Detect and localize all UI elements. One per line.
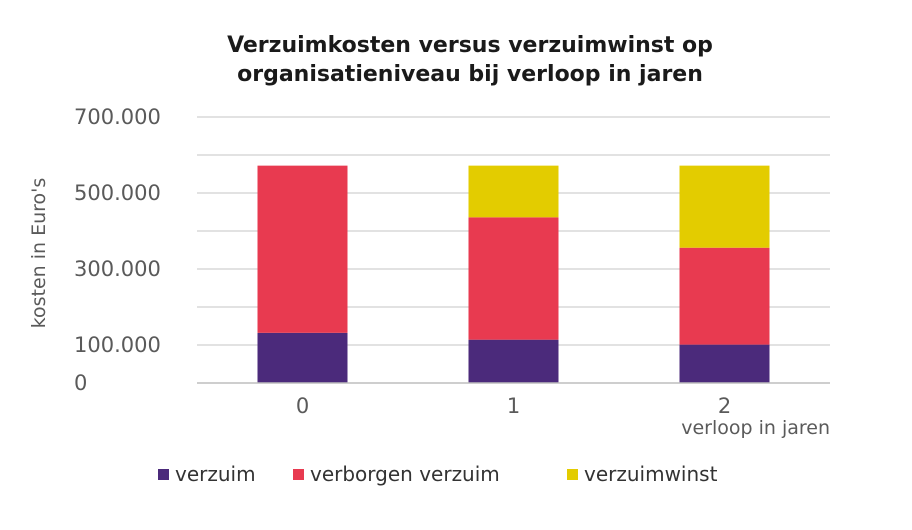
bar-segment — [257, 165, 348, 333]
bar-segment — [468, 339, 559, 383]
bar-segment — [679, 247, 770, 345]
bars — [257, 165, 770, 383]
legend-swatch — [158, 469, 169, 480]
chart-title-line-1: Verzuimkosten versus verzuimwinst op — [227, 33, 713, 58]
bar-segment — [468, 217, 559, 340]
y-tick-labels: 0 100.000 300.000 500.000 700.000 — [74, 105, 161, 395]
y-tick-label: 300.000 — [74, 257, 161, 281]
x-tick-label: 2 — [718, 394, 731, 418]
y-tick-label: 700.000 — [74, 105, 161, 129]
x-axis-title: verloop in jaren — [681, 417, 830, 439]
x-tick-label: 1 — [507, 394, 520, 418]
bar-segment — [679, 344, 770, 383]
chart-title-line-2: organisatieniveau bij verloop in jaren — [237, 62, 703, 87]
legend: verzuim verborgen verzuim verzuimwinst — [158, 462, 718, 486]
y-tick-label: 0 — [74, 371, 87, 395]
y-tick-label: 100.000 — [74, 333, 161, 357]
legend-label: verzuimwinst — [584, 462, 718, 486]
bar-segment — [679, 165, 770, 248]
x-tick-label: 0 — [296, 394, 309, 418]
y-axis-title: kosten in Euro's — [28, 178, 50, 329]
legend-swatch — [567, 469, 578, 480]
legend-swatch — [293, 469, 304, 480]
legend-label: verzuim — [175, 462, 256, 486]
x-tick-labels: 0 1 2 — [296, 394, 731, 418]
bar-segment — [257, 332, 348, 383]
y-tick-label: 500.000 — [74, 181, 161, 205]
legend-label: verborgen verzuim — [310, 462, 500, 486]
bar-segment — [468, 165, 559, 218]
